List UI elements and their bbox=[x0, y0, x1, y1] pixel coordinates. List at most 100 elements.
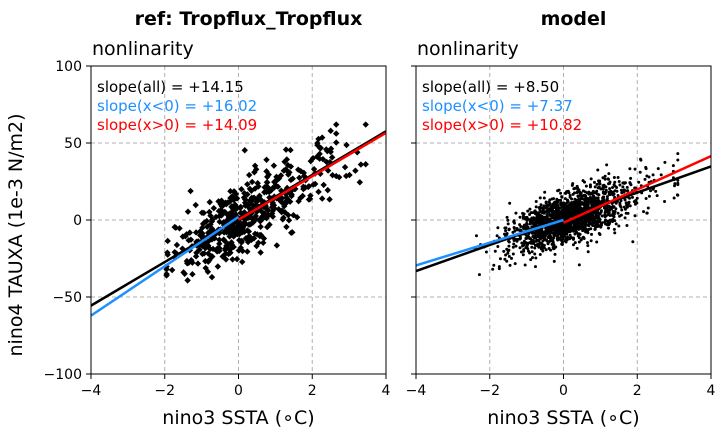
data-point bbox=[238, 229, 246, 236]
data-point bbox=[205, 258, 212, 265]
data-point bbox=[533, 265, 537, 269]
data-point bbox=[671, 164, 675, 168]
x-axis-label: nino3 SSTA (∘C) bbox=[487, 407, 639, 429]
data-point bbox=[608, 187, 612, 191]
data-point bbox=[172, 224, 180, 231]
data-point bbox=[540, 211, 544, 215]
data-point bbox=[474, 234, 478, 238]
data-point bbox=[192, 229, 200, 236]
data-point bbox=[552, 202, 556, 206]
data-point bbox=[505, 232, 509, 236]
data-point bbox=[226, 233, 233, 240]
data-point bbox=[203, 223, 211, 230]
data-point bbox=[598, 182, 602, 186]
data-point bbox=[573, 203, 577, 207]
data-point bbox=[548, 239, 552, 243]
data-point bbox=[278, 207, 286, 214]
data-point bbox=[593, 227, 597, 231]
fit-line-xlt0 bbox=[416, 218, 564, 267]
data-point bbox=[634, 198, 638, 202]
y-tick-label: 50 bbox=[64, 136, 82, 152]
data-point bbox=[637, 180, 641, 184]
fit-line-all bbox=[416, 165, 711, 273]
data-point bbox=[565, 225, 569, 229]
data-point bbox=[220, 236, 227, 243]
data-point bbox=[246, 221, 254, 228]
data-point bbox=[278, 195, 285, 202]
data-point bbox=[539, 237, 543, 241]
data-point bbox=[273, 242, 281, 249]
data-point bbox=[571, 206, 575, 210]
slope-annotation: slope(x<0) = +16.02 bbox=[97, 97, 257, 115]
data-point bbox=[568, 237, 572, 241]
data-point bbox=[328, 154, 336, 161]
x-tick-label: −4 bbox=[406, 383, 427, 399]
data-point bbox=[577, 204, 581, 208]
data-point bbox=[283, 223, 290, 231]
panel-subtitle: nonlinarity bbox=[92, 38, 194, 60]
data-point bbox=[532, 223, 536, 227]
data-point bbox=[319, 195, 326, 202]
data-point bbox=[559, 191, 563, 195]
data-point bbox=[672, 196, 676, 200]
data-point bbox=[563, 239, 567, 243]
x-tick-label: −2 bbox=[154, 383, 175, 399]
data-point bbox=[597, 216, 601, 220]
data-point bbox=[565, 190, 569, 194]
data-point bbox=[594, 221, 598, 225]
data-point bbox=[573, 186, 577, 190]
data-point bbox=[573, 232, 577, 236]
data-point bbox=[594, 200, 598, 204]
data-point bbox=[655, 194, 659, 198]
data-point bbox=[507, 254, 511, 258]
data-point bbox=[629, 176, 633, 180]
data-point bbox=[186, 229, 194, 236]
data-point bbox=[553, 234, 557, 238]
data-point bbox=[521, 253, 525, 257]
data-point bbox=[633, 202, 637, 206]
data-point bbox=[216, 245, 223, 252]
data-point bbox=[612, 211, 616, 215]
data-point bbox=[233, 195, 241, 202]
data-point bbox=[562, 212, 566, 216]
data-point bbox=[253, 166, 260, 173]
data-point bbox=[522, 227, 526, 231]
data-point bbox=[563, 197, 567, 201]
data-point bbox=[585, 219, 589, 223]
data-point bbox=[589, 227, 593, 231]
slope-annotation: slope(all) = +8.50 bbox=[422, 78, 559, 96]
data-point bbox=[218, 203, 226, 210]
x-tick-label: 0 bbox=[234, 383, 243, 399]
data-point bbox=[663, 200, 667, 204]
data-point bbox=[603, 210, 607, 214]
data-point bbox=[280, 167, 288, 174]
data-point bbox=[538, 196, 542, 200]
data-point bbox=[561, 224, 565, 228]
data-point bbox=[564, 211, 568, 215]
panel-title: ref: Tropflux_Tropflux bbox=[135, 8, 363, 30]
data-point bbox=[549, 230, 553, 234]
data-point bbox=[506, 218, 510, 222]
data-point bbox=[558, 222, 562, 226]
data-point bbox=[539, 247, 543, 251]
data-point bbox=[573, 241, 577, 245]
data-point bbox=[549, 236, 553, 240]
data-point bbox=[237, 226, 245, 234]
data-point bbox=[605, 195, 609, 199]
data-point bbox=[315, 188, 322, 196]
data-point bbox=[296, 174, 303, 182]
data-point bbox=[606, 182, 610, 186]
data-point bbox=[613, 180, 617, 184]
data-point bbox=[185, 259, 192, 267]
data-point bbox=[611, 186, 615, 190]
data-point bbox=[256, 195, 264, 202]
data-point bbox=[651, 173, 655, 177]
data-point bbox=[591, 214, 595, 218]
data-point bbox=[552, 205, 556, 209]
data-point bbox=[623, 207, 627, 211]
data-point bbox=[163, 270, 170, 278]
data-point bbox=[235, 247, 243, 254]
data-point bbox=[575, 224, 579, 228]
data-point bbox=[547, 203, 551, 207]
data-point bbox=[608, 193, 612, 197]
